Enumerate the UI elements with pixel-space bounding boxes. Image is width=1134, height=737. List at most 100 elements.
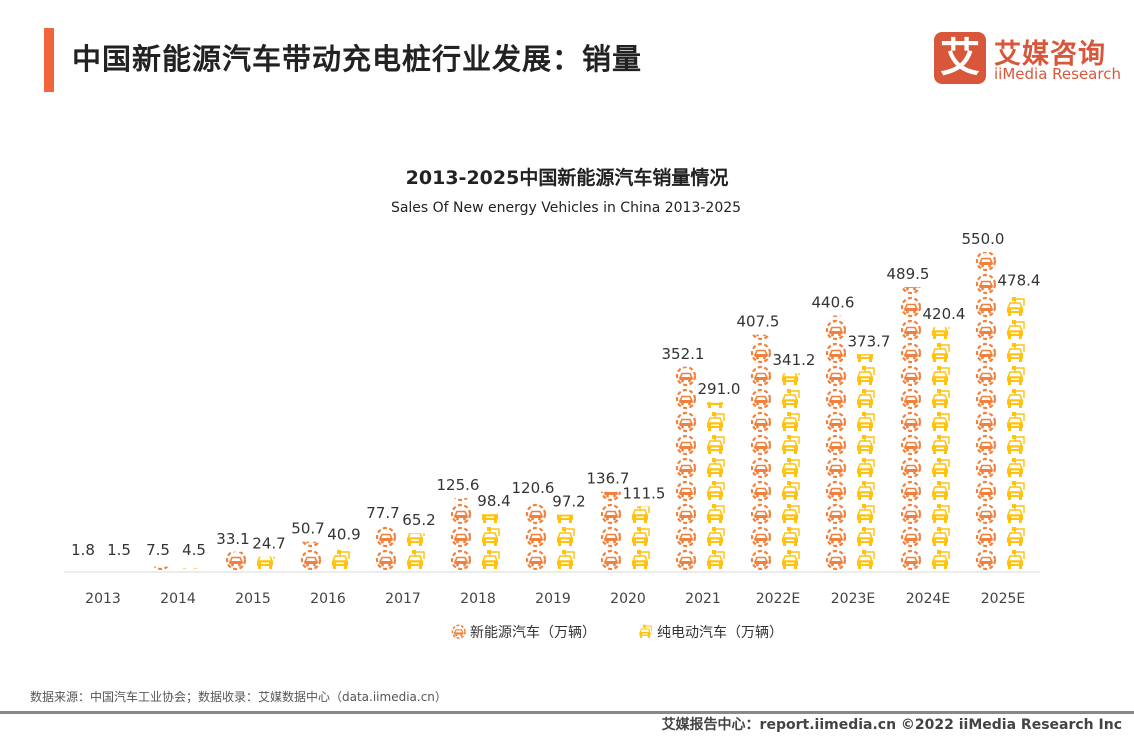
car-in-circle-icon xyxy=(825,434,847,456)
bev-value-label: 4.5 xyxy=(182,541,206,559)
legend-bev-icon xyxy=(638,624,652,639)
electric-car-plug-icon xyxy=(1006,411,1025,432)
electric-car-plug-icon xyxy=(706,411,725,432)
nev-value-label: 352.1 xyxy=(662,345,705,363)
x-tick-label: 2017 xyxy=(385,591,421,607)
bev-value-label: 40.9 xyxy=(327,525,360,543)
bev-value-label: 24.7 xyxy=(252,535,285,553)
x-tick-label: 2025E xyxy=(981,591,1025,607)
car-in-circle-icon xyxy=(825,365,847,387)
nev-value-label: 1.8 xyxy=(71,541,95,559)
electric-car-plug-icon xyxy=(781,411,800,432)
car-in-circle-icon xyxy=(750,388,772,410)
car-in-circle-icon xyxy=(975,457,997,479)
legend: 新能源汽车（万辆） 纯电动汽车（万辆） xyxy=(451,624,783,641)
electric-car-plug-icon xyxy=(631,526,650,547)
nev-value-label: 489.5 xyxy=(887,265,930,283)
car-in-circle-icon xyxy=(975,503,997,525)
electric-car-plug-icon xyxy=(1006,319,1025,340)
car-in-circle-icon xyxy=(525,526,547,548)
electric-car-plug-icon xyxy=(331,549,350,570)
electric-car-plug-icon xyxy=(706,526,725,547)
electric-car-plug-icon xyxy=(481,526,500,547)
car-in-circle-icon xyxy=(825,319,847,341)
car-in-circle-icon xyxy=(675,480,697,502)
car-in-circle-icon xyxy=(975,480,997,502)
x-tick-label: 2021 xyxy=(685,591,721,607)
footer-text: 艾媒报告中心：report.iimedia.cn ©2022 iiMedia R… xyxy=(661,717,1122,733)
electric-car-plug-icon xyxy=(931,434,950,455)
car-in-circle-icon xyxy=(675,503,697,525)
bev-value-label: 291.0 xyxy=(698,380,741,398)
electric-car-plug-icon xyxy=(706,549,725,570)
nev-value-label: 136.7 xyxy=(587,470,630,488)
electric-car-plug-icon xyxy=(481,549,500,570)
electric-car-plug-icon xyxy=(856,365,875,386)
car-in-circle-icon xyxy=(450,503,472,525)
car-in-circle-icon xyxy=(975,273,997,295)
bev-bar-2024E xyxy=(931,327,950,570)
nev-bar-2019 xyxy=(525,459,547,571)
car-in-circle-icon xyxy=(825,457,847,479)
bev-bar-2022E xyxy=(781,373,800,570)
electric-car-plug-icon xyxy=(856,480,875,501)
nev-bar-2023E xyxy=(825,275,847,571)
nev-value-label: 125.6 xyxy=(437,476,480,494)
car-in-circle-icon xyxy=(900,365,922,387)
legend-bev-label: 纯电动汽车（万辆） xyxy=(657,624,783,641)
nev-value-label: 407.5 xyxy=(737,313,780,331)
car-in-circle-icon xyxy=(750,457,772,479)
car-in-circle-icon xyxy=(975,388,997,410)
electric-car-plug-icon xyxy=(706,480,725,501)
car-in-circle-icon xyxy=(975,549,997,571)
electric-car-plug-icon xyxy=(931,549,950,570)
electric-car-plug-icon xyxy=(931,365,950,386)
car-in-circle-icon xyxy=(900,526,922,548)
car-in-circle-icon xyxy=(525,549,547,571)
electric-car-plug-icon xyxy=(931,411,950,432)
electric-car-plug-icon xyxy=(1006,526,1025,547)
bev-value-label: 478.4 xyxy=(998,272,1041,290)
bev-bar-2025E xyxy=(1006,293,1025,570)
electric-car-plug-icon xyxy=(556,549,575,570)
electric-car-plug-icon xyxy=(931,480,950,501)
car-in-circle-icon xyxy=(675,434,697,456)
footer-divider xyxy=(0,711,1134,714)
car-in-circle-icon xyxy=(825,342,847,364)
car-in-circle-icon xyxy=(750,480,772,502)
car-in-circle-icon xyxy=(527,459,545,477)
electric-car-plug-icon xyxy=(631,549,650,570)
nev-bar-2022E xyxy=(750,334,772,571)
car-in-circle-icon xyxy=(450,549,472,571)
car-in-circle-icon xyxy=(975,319,997,341)
car-in-circle-icon xyxy=(825,526,847,548)
nev-value-label: 120.6 xyxy=(512,479,555,497)
car-in-circle-icon xyxy=(825,411,847,433)
x-tick-label: 2014 xyxy=(160,591,196,607)
car-in-circle-icon xyxy=(975,296,997,318)
car-in-circle-icon xyxy=(600,503,622,525)
car-in-circle-icon xyxy=(750,549,772,571)
car-in-circle-icon xyxy=(675,366,697,387)
car-in-circle-icon xyxy=(225,551,247,571)
car-in-circle-icon xyxy=(827,275,845,293)
car-in-circle-icon xyxy=(375,549,397,571)
car-in-circle-icon xyxy=(750,365,772,387)
page-title: 中国新能源汽车带动充电桩行业发展：销量 xyxy=(72,42,643,76)
car-in-circle-icon xyxy=(825,480,847,502)
x-tick-label: 2013 xyxy=(85,591,121,607)
x-tick-label: 2019 xyxy=(535,591,571,607)
nev-value-label: 440.6 xyxy=(812,293,855,311)
electric-car-plug-icon xyxy=(332,504,349,523)
iimedia-logo: 艾 艾媒咨询 iiMedia Research xyxy=(934,32,1121,88)
electric-car-plug-icon xyxy=(1006,342,1025,363)
x-tick-label: 2020 xyxy=(610,591,646,607)
bev-value-label: 111.5 xyxy=(623,484,666,502)
bev-value-label: 97.2 xyxy=(552,493,585,511)
electric-car-plug-icon xyxy=(931,526,950,547)
logo-cn-text: 艾媒咨询 xyxy=(994,39,1106,70)
electric-car-plug-icon xyxy=(1006,503,1025,524)
x-tick-label: 2023E xyxy=(831,591,875,607)
electric-car-plug-icon xyxy=(1006,457,1025,478)
bev-value-label: 341.2 xyxy=(773,351,816,369)
